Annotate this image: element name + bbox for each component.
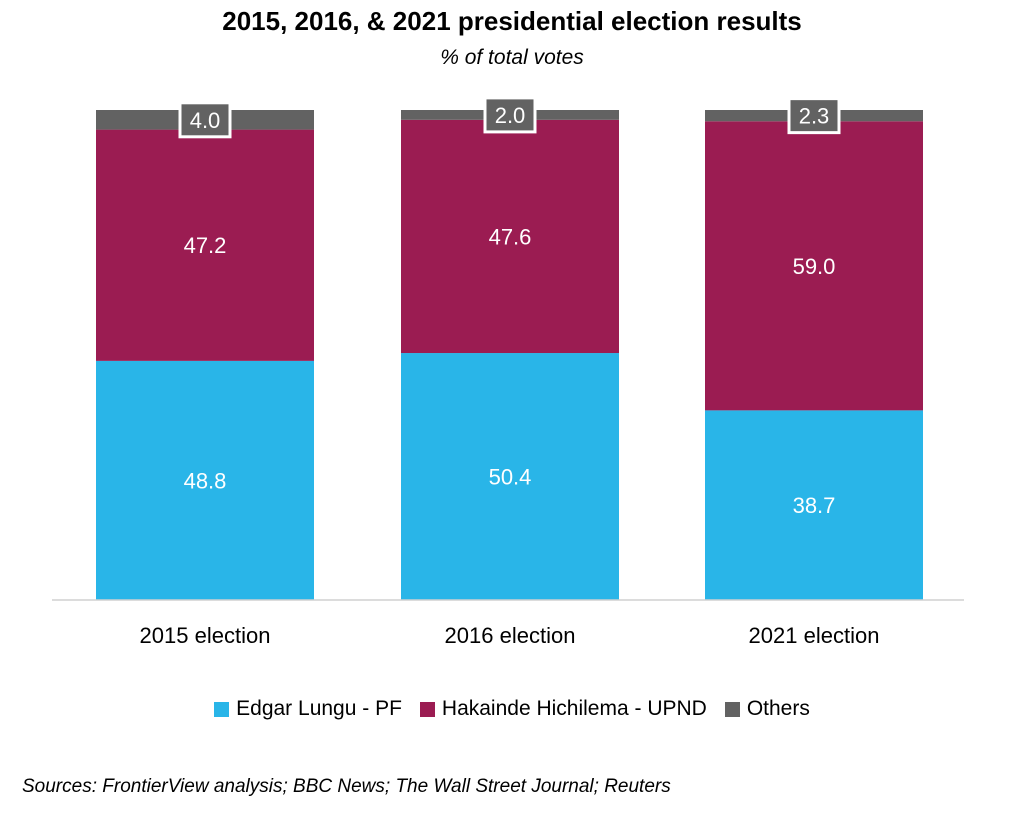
legend-item-lungu: Edgar Lungu - PF bbox=[214, 697, 402, 721]
x-tick-label: 2021 election bbox=[749, 623, 880, 648]
stacked-bar-chart: 48.8 47.2 4.0 2015 election 50.4 47.6 2.0 2016 … bbox=[52, 96, 964, 648]
data-label: 48.8 bbox=[184, 468, 227, 493]
others-label-box bbox=[787, 97, 841, 135]
source-note: Sources: FrontierView analysis; BBC News… bbox=[22, 776, 671, 797]
x-tick-label: 2015 election bbox=[140, 623, 271, 648]
chart-title: 2015, 2016, & 2021 presidential election… bbox=[222, 6, 802, 36]
data-label: 50.4 bbox=[489, 465, 532, 490]
data-label: 2.3 bbox=[799, 104, 830, 129]
legend-item-others: Others bbox=[724, 697, 810, 721]
legend-swatch-lungu bbox=[214, 701, 230, 717]
bar-segment-hichilema bbox=[705, 121, 923, 411]
data-label: 4.0 bbox=[190, 108, 221, 133]
legend-swatch-others bbox=[724, 701, 740, 717]
bar-segment-hichilema bbox=[401, 119, 619, 354]
data-label: 59.0 bbox=[793, 254, 836, 279]
legend-label-hichilema: Hakainde Hichilema - UPND bbox=[441, 697, 707, 720]
legend-label-others: Others bbox=[746, 697, 810, 720]
data-label: 38.7 bbox=[793, 493, 836, 518]
bar-segment-lungu bbox=[401, 353, 619, 600]
data-label: 47.6 bbox=[489, 224, 532, 249]
legend-item-hichilema: Hakainde Hichilema - UPND bbox=[419, 697, 707, 721]
bar-segment-lungu bbox=[705, 410, 923, 600]
legend-swatch-hichilema bbox=[419, 701, 435, 717]
x-tick-label: 2016 election bbox=[445, 623, 576, 648]
legend-label-lungu: Edgar Lungu - PF bbox=[236, 697, 402, 720]
others-label-box bbox=[178, 101, 232, 139]
bar-segment-hichilema bbox=[96, 129, 314, 361]
legend: Edgar Lungu - PF Hakainde Hichilema - UP… bbox=[0, 697, 1024, 721]
data-label: 47.2 bbox=[184, 233, 227, 258]
others-label-box bbox=[483, 96, 537, 134]
data-label: 2.0 bbox=[495, 103, 526, 128]
chart-subtitle: % of total votes bbox=[440, 46, 584, 69]
bar-segment-lungu bbox=[96, 360, 314, 600]
